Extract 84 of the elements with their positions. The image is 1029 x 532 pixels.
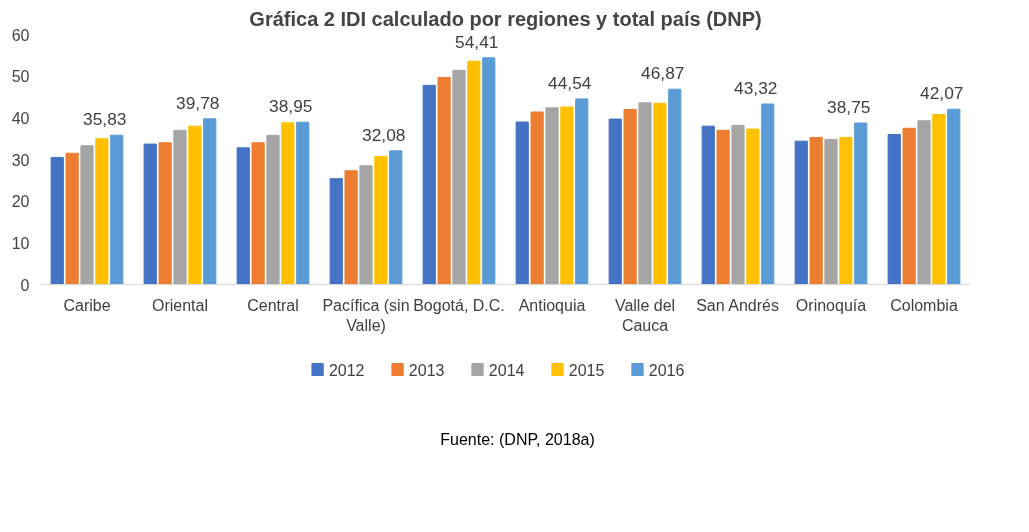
bar (902, 127, 916, 285)
bar (947, 108, 961, 285)
data-label: 38,95 (269, 96, 313, 117)
bar (143, 143, 157, 285)
bar (701, 125, 715, 285)
data-label: 32,08 (362, 124, 406, 145)
bar (824, 139, 838, 285)
bar (329, 178, 343, 285)
legend-label: 2014 (488, 361, 525, 379)
data-label: 39,78 (176, 92, 220, 113)
bar (80, 145, 94, 285)
bar (668, 88, 682, 285)
bar (809, 136, 823, 285)
bar (236, 147, 250, 285)
bar (422, 84, 436, 285)
bar (746, 128, 760, 285)
bar (203, 118, 217, 285)
bar (389, 150, 403, 285)
y-tick-label: 20 (11, 193, 30, 211)
x-tick-label: Caribe (63, 296, 111, 314)
bar (515, 121, 529, 285)
data-label: 38,75 (827, 97, 871, 118)
bar (623, 109, 637, 285)
bar (173, 129, 187, 285)
bar (296, 121, 310, 285)
bar (932, 114, 946, 285)
bar (110, 134, 124, 285)
bar (560, 106, 574, 285)
x-tick-label: Bogotá, D.C. (413, 296, 505, 314)
bar (437, 76, 451, 285)
x-tick-label: Central (247, 296, 299, 314)
y-tick-label: 50 (11, 68, 30, 86)
data-label: 35,83 (83, 109, 127, 130)
bar (653, 102, 667, 285)
bar (50, 156, 64, 285)
bar (344, 170, 358, 285)
bar (188, 125, 202, 285)
chart-title: Gráfica 2 IDI calculado por regiones y total país (DNP) (249, 7, 762, 30)
x-tick-label: Oriental (151, 296, 209, 314)
legend-label: 2016 (648, 361, 685, 379)
data-label: 54,41 (455, 31, 499, 52)
y-tick-label: 0 (20, 276, 30, 294)
x-tick-label: Colombia (890, 296, 958, 314)
bar (374, 156, 388, 285)
bar (251, 142, 265, 285)
bar (854, 122, 868, 285)
bar (65, 152, 79, 285)
bar (731, 124, 745, 285)
bar (281, 122, 295, 285)
x-tick-label: Valle del Cauca (614, 296, 676, 334)
bar (266, 134, 280, 285)
bar (467, 60, 481, 285)
bar (482, 57, 496, 285)
x-tick-label: Orinoquía (795, 296, 867, 314)
bar (608, 118, 622, 285)
x-tick-label: San Andrés (696, 296, 779, 314)
data-label: 43,32 (734, 78, 778, 98)
source-note: Fuente: (DNP, 2018a) (440, 431, 595, 448)
y-tick-label: 40 (11, 109, 30, 127)
bar (761, 103, 775, 285)
legend-label: 2015 (568, 361, 605, 379)
bar (887, 134, 901, 285)
bar (716, 129, 730, 285)
bar (359, 165, 373, 285)
bar (638, 102, 652, 285)
x-tick-label: Pacífica (sin Valle) (322, 296, 410, 334)
bar (158, 142, 172, 285)
data-label: 46,87 (641, 63, 685, 84)
bar (917, 120, 931, 285)
bar (794, 140, 808, 285)
legend-label: 2013 (408, 361, 445, 379)
y-tick-label: 30 (11, 151, 30, 169)
y-tick-label: 10 (11, 234, 30, 252)
bar (839, 136, 853, 285)
x-tick-label: Antioquia (518, 296, 586, 314)
bar (95, 138, 109, 285)
bar (545, 107, 559, 285)
legend-label: 2012 (328, 361, 365, 379)
y-tick-label: 60 (11, 26, 30, 44)
data-label: 42,07 (920, 83, 964, 104)
bar (575, 98, 589, 285)
bar (530, 111, 544, 285)
data-label: 44,54 (548, 72, 592, 93)
bar (452, 69, 466, 285)
